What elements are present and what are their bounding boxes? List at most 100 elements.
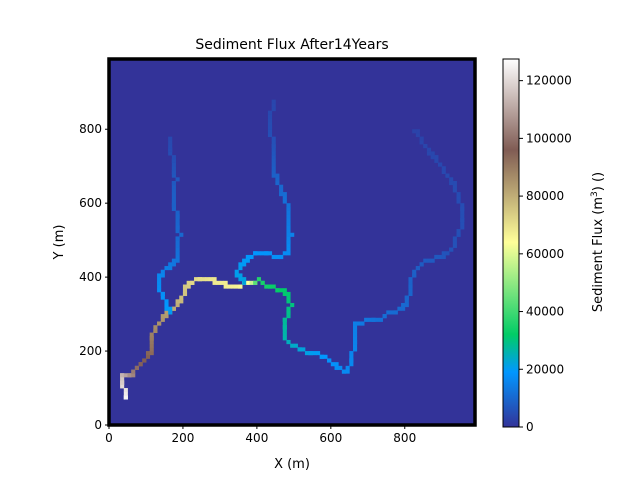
heatmap-cell [160,314,165,319]
heatmap-cell [182,288,188,293]
heatmap-cell [456,195,461,200]
heatmap-cell [341,369,347,374]
heatmap-cell [279,288,284,293]
heatmap-cell [456,199,461,204]
heatmap-cell [264,284,269,289]
heatmap-cell [164,303,169,308]
heatmap-cell [408,280,413,285]
heatmap-cell [120,376,125,382]
y-tick-label: 400 [79,270,102,284]
heatmap-cell [349,362,354,367]
heatmap-cell [271,140,276,145]
heatmap-cell [404,299,409,304]
plot-frame [107,57,477,427]
heatmap-cell [238,277,243,282]
heatmap-cell [316,351,321,356]
heatmap-cell [334,362,339,367]
heatmap-cell [438,254,443,260]
heatmap-cell [452,243,457,248]
heatmap-cell [397,306,402,311]
heatmap-cell [171,155,176,160]
heatmap-cell [282,321,287,326]
heatmap-cell [401,303,406,308]
heatmap-cell [286,203,291,208]
heatmap-cell [271,158,276,163]
colorbar-tick-label: 40000 [526,305,564,319]
heatmap-cell [168,147,173,152]
heatmap-cell [438,162,443,167]
heatmap-cell [452,236,457,241]
heatmap-cell [153,328,158,333]
heatmap-cell [160,291,165,297]
heatmap-cell [353,328,358,333]
heatmap-cell [364,317,369,322]
heatmap-cell [353,332,358,337]
heatmap-cell [353,321,358,326]
heatmap-cell [408,284,413,289]
heatmap-cell [149,332,154,337]
heatmap-cell [349,358,354,363]
heatmap-cell [456,192,461,197]
heatmap-cell [179,299,184,304]
heatmap-cell [430,258,435,263]
heatmap-cell [353,343,358,348]
heatmap-cell [419,262,424,267]
colorbar-tick-label: 80000 [526,189,564,203]
heatmap-cell [242,280,247,285]
heatmap-cell [349,351,354,356]
heatmap-cell [271,151,276,156]
x-tick-label: 0 [105,431,113,445]
heatmap-cell [271,173,276,178]
heatmap-cell [282,328,287,333]
heatmap-cell [171,158,176,163]
heatmap-cell [175,258,180,263]
heatmap-cell [168,140,173,145]
heatmap-cell [149,343,154,348]
heatmap-cell [120,373,125,378]
heatmap-cell [271,166,276,171]
heatmap-cell [423,258,428,263]
heatmap-cell [282,199,287,204]
heatmap-cell [160,295,165,300]
heatmap-cell [160,273,165,278]
heatmap-cell [256,277,261,282]
heatmap-cell [353,325,358,330]
heatmap-cell [456,229,461,234]
heatmap-cell [219,280,225,285]
heatmap-cell [271,254,276,260]
heatmap-cell [286,306,291,311]
heatmap-cell [253,251,258,256]
heatmap-cell [175,254,180,260]
heatmap-cell [286,240,291,245]
heatmap-cell [282,325,287,330]
heatmap-cell [367,317,372,322]
heatmap-cell [434,155,439,160]
heatmap-cell [212,277,217,282]
heatmap-cell [179,232,184,237]
heatmap-cell [286,291,291,297]
heatmap-cell [231,284,236,289]
heatmap-cell [131,373,136,378]
heatmap-cell [441,166,446,171]
heatmap-cell [445,251,450,256]
heatmap-cell [460,206,465,211]
heatmap-cell [160,317,165,322]
heatmap-cell [434,254,439,260]
heatmap-cell [234,273,239,278]
heatmap-cell [242,262,247,267]
heatmap-cell [168,310,173,315]
heatmap-cell [168,306,173,311]
colorbar-ticks: 0 20000 40000 60000 80000 100000 120000 [519,74,572,434]
heatmap-cell [434,158,439,163]
x-tick-label: 400 [245,431,268,445]
heatmap-cells [120,99,465,400]
heatmap-cell [441,251,446,256]
y-tick-label: 800 [79,122,102,136]
heatmap-cell [264,251,269,256]
y-tick-label: 200 [79,344,102,358]
heatmap-cell [286,339,291,345]
heatmap-cell [186,284,191,289]
heatmap-cell [271,144,276,149]
heatmap-cell [271,136,276,141]
